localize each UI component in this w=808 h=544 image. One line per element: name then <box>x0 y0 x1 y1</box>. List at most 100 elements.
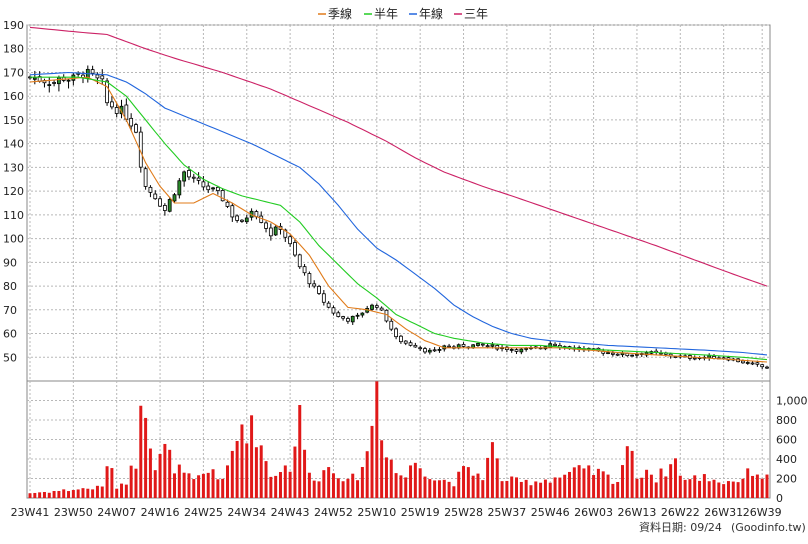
volume-bar <box>543 479 547 498</box>
grid <box>27 24 770 498</box>
candle-body <box>331 307 336 314</box>
candle-body <box>196 177 201 181</box>
volume-bar <box>336 478 340 498</box>
volume-bar <box>452 486 456 498</box>
legend-label-4: 三年 <box>464 7 488 21</box>
volume-bar <box>370 425 374 498</box>
volume-bar <box>524 479 528 498</box>
volume-bar <box>28 493 32 498</box>
volume-bar <box>134 468 138 498</box>
volume-panel-frame <box>26 380 771 499</box>
candle-body <box>755 362 760 365</box>
volume-bar <box>76 489 80 498</box>
candle-body <box>264 222 268 229</box>
volume-bar <box>698 480 702 498</box>
volume-bar <box>596 468 600 498</box>
candle-body <box>182 171 187 182</box>
volume-bar <box>505 480 509 498</box>
candle-body <box>95 74 100 79</box>
price-tick-label: 140 <box>3 138 24 151</box>
candle-body <box>394 328 398 338</box>
candle-body <box>134 124 138 133</box>
candle-body <box>32 77 37 80</box>
legend-label-1: 季線 <box>328 6 352 21</box>
volume-bar <box>601 471 605 498</box>
volume-bars <box>28 381 769 498</box>
candle-body <box>635 353 639 356</box>
volume-bar <box>394 473 398 498</box>
volume-bar <box>269 476 273 498</box>
price-tick-label: 120 <box>3 185 24 198</box>
candle-body <box>413 344 418 348</box>
candle-body <box>201 181 206 188</box>
volume-bar <box>640 477 644 498</box>
price-tick-label: 60 <box>3 328 17 341</box>
candle-body <box>399 335 403 343</box>
volume-bar <box>216 479 220 498</box>
candle-body <box>172 194 177 202</box>
volume-bar <box>717 482 721 498</box>
candle-body <box>240 219 244 222</box>
volume-bar <box>245 443 249 498</box>
candle-body <box>220 190 225 202</box>
candle-body <box>293 242 297 256</box>
candle-body <box>495 345 500 350</box>
x-tick-label: 23W41 <box>11 506 50 519</box>
candle-body <box>423 348 427 353</box>
legend-label-2: 半年 <box>374 7 398 21</box>
volume-bar <box>558 477 562 498</box>
candle-body <box>129 117 134 127</box>
volume-tick-label: 400 <box>776 453 797 466</box>
candle-body <box>374 305 379 308</box>
volume-bar <box>466 467 470 498</box>
volume-bar <box>322 470 326 498</box>
volume-bar <box>139 405 143 498</box>
volume-bar <box>158 454 162 498</box>
volume-bar <box>519 481 523 498</box>
candle-body <box>504 346 509 351</box>
x-tick-label: 26W22 <box>661 506 700 519</box>
volume-bar <box>462 466 466 498</box>
volume-bar <box>95 485 99 498</box>
candle-body <box>302 266 307 274</box>
volume-bar <box>250 415 254 498</box>
volume-bar <box>71 490 75 498</box>
volume-bar <box>510 476 514 498</box>
price-tick-label: 160 <box>3 90 24 103</box>
x-tick-label: 26W13 <box>618 506 657 519</box>
candle-body <box>360 312 365 316</box>
candle-body <box>321 293 326 303</box>
volume-bar <box>62 489 66 498</box>
volume-bar <box>365 451 369 498</box>
volume-bar <box>356 480 360 498</box>
volume-bar <box>616 482 620 498</box>
candle-body <box>230 205 235 218</box>
volume-bar <box>664 476 668 498</box>
volume-bar <box>563 474 567 498</box>
price-tick-label: 180 <box>3 43 24 56</box>
candle-body <box>476 343 480 346</box>
candle-body <box>485 345 490 348</box>
volume-bar <box>346 478 350 498</box>
volume-bar <box>327 467 331 498</box>
candle-body <box>355 314 360 317</box>
volume-bar <box>105 466 109 498</box>
volume-bar <box>283 465 287 498</box>
ma-line-3 <box>29 71 768 356</box>
volume-tick-label: 1,000 <box>776 395 808 408</box>
candle-body <box>418 347 423 350</box>
volume-bar <box>351 473 355 498</box>
volume-bar <box>153 470 157 498</box>
volume-bar <box>736 482 740 498</box>
moving-average-lines <box>29 26 768 363</box>
volume-bar <box>67 491 71 498</box>
volume-bar <box>303 449 307 498</box>
volume-bar <box>625 446 629 498</box>
volume-bar <box>312 480 316 498</box>
volume-bar <box>47 492 51 498</box>
candle-body <box>148 186 153 193</box>
x-tick-label: 26W31 <box>704 506 743 519</box>
volume-bar <box>360 466 364 498</box>
volume-bar <box>620 465 624 498</box>
volume-bar <box>110 468 114 498</box>
